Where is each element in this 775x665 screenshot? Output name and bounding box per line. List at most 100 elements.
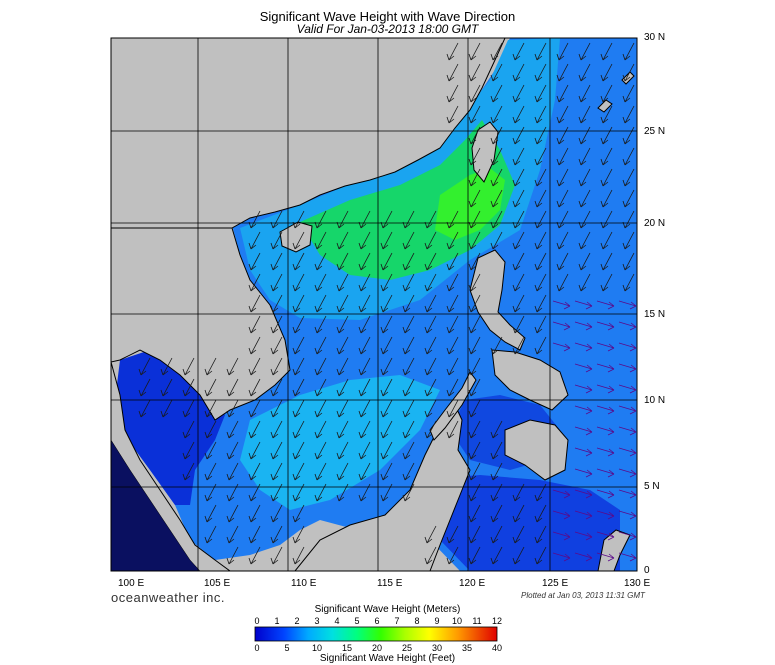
wave-direction-arrow: [468, 315, 481, 334]
wave-direction-arrow: [578, 105, 591, 124]
wave-direction-arrow: [424, 357, 437, 376]
wave-direction-arrow: [600, 189, 613, 208]
wave-direction-arrow: [596, 405, 615, 415]
wave-direction-arrow: [468, 378, 481, 397]
wave-direction-arrow: [600, 231, 613, 250]
wave-direction-arrow: [380, 420, 393, 439]
wave-direction-arrow: [596, 531, 615, 541]
wave-direction-arrow: [552, 489, 571, 499]
wave-direction-arrow: [600, 42, 613, 61]
wave-direction-arrow: [270, 315, 283, 334]
wave-direction-arrow: [490, 525, 503, 544]
wave-direction-arrow: [596, 447, 615, 457]
wave-direction-arrow: [618, 405, 637, 415]
wave-direction-arrow: [138, 357, 151, 376]
wave-direction-arrow: [512, 231, 525, 250]
wave-direction-arrow: [248, 231, 261, 250]
wave-direction-arrow: [336, 336, 349, 355]
wave-direction-arrow: [138, 399, 151, 418]
wave-direction-arrow: [490, 84, 503, 103]
wave-direction-arrow: [336, 399, 349, 418]
wave-direction-arrow: [512, 252, 525, 271]
wave-direction-arrow: [314, 420, 327, 439]
lat-label-15n: 15 N: [644, 309, 666, 320]
wave-direction-arrow: [552, 321, 571, 331]
meter-tick: 5: [354, 616, 360, 626]
wave-direction-arrow: [490, 147, 503, 166]
wave-direction-arrow: [424, 336, 437, 355]
wave-direction-arrow: [314, 315, 327, 334]
wave-direction-arrow: [270, 378, 283, 397]
wave-direction-arrow: [270, 504, 283, 523]
wave-direction-arrow: [336, 441, 349, 460]
wave-direction-arrow: [182, 441, 195, 460]
wave-direction-arrow: [226, 462, 239, 481]
wave-direction-arrow: [270, 441, 283, 460]
wave-direction-arrow: [574, 468, 593, 478]
wave-direction-arrow: [468, 357, 481, 376]
wave-direction-arrow: [512, 42, 525, 61]
wave-direction-arrow: [468, 252, 481, 271]
wave-direction-arrow: [446, 546, 459, 565]
wave-direction-arrow: [380, 252, 393, 271]
land-visayas: [491, 349, 569, 411]
wave-direction-arrow: [160, 399, 173, 418]
lon-label-130e: 130 E: [624, 578, 651, 589]
wave-direction-arrow: [204, 357, 217, 376]
wave-direction-arrow: [358, 273, 371, 292]
wave-direction-arrow: [314, 273, 327, 292]
wave-direction-arrow: [578, 231, 591, 250]
wave-direction-arrow: [534, 294, 547, 313]
wave-direction-arrow: [292, 357, 305, 376]
wave-direction-arrow: [380, 399, 393, 418]
wave-direction-arrow: [138, 378, 151, 397]
wave-direction-arrow: [552, 531, 571, 541]
wave-direction-arrow: [556, 231, 569, 250]
feet-tick: 20: [371, 643, 383, 653]
wave-direction-arrow: [424, 378, 437, 397]
lat-label-5n: 5 N: [644, 481, 660, 492]
wave-direction-arrow: [380, 357, 393, 376]
wave-direction-arrow: [512, 315, 525, 334]
wave-direction-arrow: [468, 525, 481, 544]
map-subtitle: Valid For Jan-03-2013 18:00 GMT: [296, 22, 479, 36]
wave-direction-arrow: [446, 42, 459, 61]
wave-direction-arrow: [270, 273, 283, 292]
wave-direction-arrow: [446, 273, 459, 292]
wave-direction-arrow: [248, 336, 261, 355]
wave-direction-arrow: [336, 273, 349, 292]
wave-direction-arrow: [622, 105, 635, 124]
wave-direction-arrow: [270, 462, 283, 481]
land-palawan: [429, 371, 477, 441]
wave-direction-arrow: [248, 273, 261, 292]
wave-direction-arrow: [248, 525, 261, 544]
sea-central-cyan: [240, 375, 440, 510]
wave-direction-arrow: [402, 357, 415, 376]
wave-direction-arrow: [292, 525, 305, 544]
wave-direction-arrow: [314, 441, 327, 460]
meter-tick: 12: [491, 616, 503, 626]
wave-direction-arrow: [578, 273, 591, 292]
wave-direction-arrow: [336, 420, 349, 439]
wave-direction-arrow: [182, 399, 195, 418]
wave-direction-arrow: [292, 273, 305, 292]
wave-direction-arrow: [600, 126, 613, 145]
feet-tick: 0: [254, 643, 260, 653]
wave-direction-arrow: [512, 525, 525, 544]
map-title: Significant Wave Height with Wave Direct…: [259, 9, 516, 24]
wave-direction-arrow: [248, 252, 261, 271]
wave-direction-arrow: [380, 336, 393, 355]
wave-direction-arrow: [512, 126, 525, 145]
wave-direction-arrow: [556, 63, 569, 82]
wave-direction-arrow: [226, 420, 239, 439]
wave-direction-arrow: [182, 378, 195, 397]
wave-direction-arrow: [248, 546, 261, 565]
wave-direction-arrow: [446, 315, 459, 334]
wave-direction-arrow: [490, 105, 503, 124]
meter-tick: 7: [394, 616, 400, 626]
wave-direction-arrow: [622, 168, 635, 187]
wave-direction-arrow: [446, 63, 459, 82]
land-luzon: [469, 249, 526, 351]
wave-direction-arrow: [424, 399, 437, 418]
wave-direction-arrow: [380, 378, 393, 397]
